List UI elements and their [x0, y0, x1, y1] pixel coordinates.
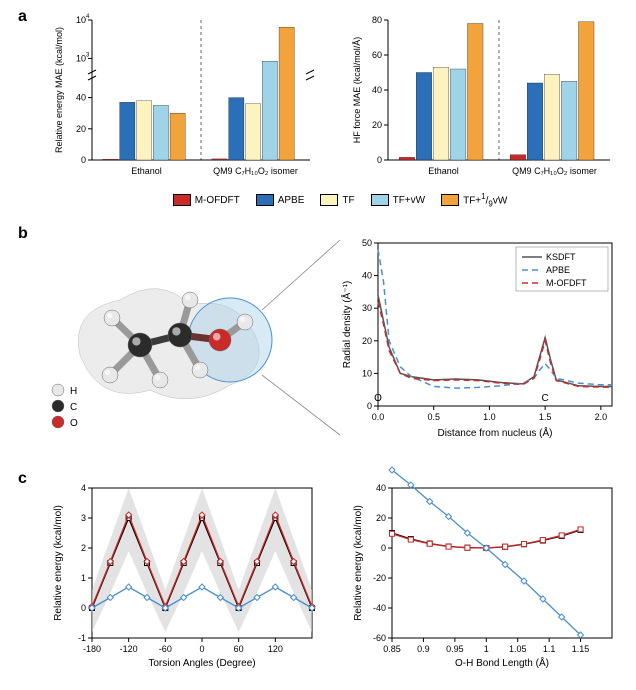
svg-text:M-OFDFT: M-OFDFT — [546, 278, 587, 288]
svg-text:1: 1 — [484, 644, 489, 654]
panel-c-left-chart: -180 -120 -60 0 60 120 -1 0 1 2 3 4 Torsion Angles (… — [50, 480, 320, 670]
svg-text:Torsion Angles (Degree): Torsion Angles (Degree) — [148, 658, 255, 669]
svg-text:4: 4 — [86, 14, 90, 20]
panel-a-left-chart: 02040103104Relative energy MAE (kcal/mol… — [50, 15, 315, 180]
svg-text:-60: -60 — [159, 644, 172, 654]
svg-text:60: 60 — [372, 50, 382, 60]
svg-text:3: 3 — [86, 52, 90, 58]
legend-item: TF+vW — [371, 194, 426, 206]
svg-text:Distance from nucleus (Å): Distance from nucleus (Å) — [437, 426, 552, 439]
svg-text:10: 10 — [362, 368, 372, 378]
svg-text:1: 1 — [81, 573, 86, 583]
svg-text:0: 0 — [81, 603, 86, 613]
svg-text:80: 80 — [372, 15, 382, 25]
svg-text:40: 40 — [372, 85, 382, 95]
svg-text:30: 30 — [362, 303, 372, 313]
svg-text:0.5: 0.5 — [427, 412, 440, 422]
svg-text:40: 40 — [376, 483, 386, 493]
svg-text:50: 50 — [362, 238, 372, 248]
legend-item: TF — [320, 194, 354, 206]
svg-text:40: 40 — [76, 93, 86, 103]
svg-text:0.0: 0.0 — [372, 412, 385, 422]
panel-c-right-chart: 0.85 0.9 0.95 1 1.05 1.1 1.15 -60 -40 -20 0 20 40 O-H… — [350, 480, 620, 670]
svg-text:Radial density (Å⁻¹): Radial density (Å⁻¹) — [340, 281, 353, 369]
panel-a-label: a — [18, 8, 27, 26]
svg-text:60: 60 — [234, 644, 244, 654]
svg-text:QM9 C₇H₁₀O₂ isomer: QM9 C₇H₁₀O₂ isomer — [213, 166, 298, 176]
svg-text:-40: -40 — [373, 603, 386, 613]
svg-text:120: 120 — [268, 644, 283, 654]
svg-text:0: 0 — [381, 543, 386, 553]
panel-c-label: c — [18, 470, 27, 488]
svg-text:4: 4 — [81, 483, 86, 493]
svg-text:-60: -60 — [373, 633, 386, 643]
svg-text:-120: -120 — [120, 644, 138, 654]
svg-text:QM9 C₇H₁₀O₂ isomer: QM9 C₇H₁₀O₂ isomer — [512, 166, 597, 176]
svg-text:2: 2 — [81, 543, 86, 553]
svg-text:Relative energy (kcal/mol): Relative energy (kcal/mol) — [53, 505, 64, 621]
svg-text:20: 20 — [376, 513, 386, 523]
panel-b-chart: 0.0 0.5 1.0 1.5 2.0 0 10 20 30 40 50 Distance from … — [340, 235, 620, 440]
svg-text:0: 0 — [367, 401, 372, 411]
svg-text:-20: -20 — [373, 573, 386, 583]
svg-text:-180: -180 — [83, 644, 101, 654]
svg-text:O: O — [70, 418, 78, 429]
svg-text:10: 10 — [76, 15, 86, 25]
svg-text:1.5: 1.5 — [539, 412, 552, 422]
legend-item: TF+1/9vW — [441, 192, 507, 208]
svg-text:HF force MAE (kcal/mol/Å): HF force MAE (kcal/mol/Å) — [352, 37, 362, 144]
svg-text:3: 3 — [81, 513, 86, 523]
svg-text:APBE: APBE — [546, 265, 570, 275]
svg-text:C: C — [70, 402, 77, 413]
svg-text:0: 0 — [199, 644, 204, 654]
panel-b-label: b — [18, 225, 28, 243]
svg-text:O-H Bond Length (Å): O-H Bond Length (Å) — [455, 656, 549, 669]
panel-b-molecule: HCO — [40, 240, 300, 440]
svg-text:10: 10 — [76, 53, 86, 63]
svg-text:H: H — [70, 386, 77, 397]
legend-item: APBE — [256, 194, 305, 206]
svg-text:C: C — [542, 393, 549, 404]
svg-text:Ethanol: Ethanol — [428, 166, 459, 176]
svg-text:1.0: 1.0 — [483, 412, 496, 422]
svg-text:Relative energy (kcal/mol): Relative energy (kcal/mol) — [353, 505, 364, 621]
svg-text:1.05: 1.05 — [509, 644, 527, 654]
panel-a-right-chart: 0 20 40 60 80 HF force MAE (kcal/mol/Å) Ethano… — [350, 15, 615, 180]
svg-text:-1: -1 — [78, 633, 86, 643]
svg-text:20: 20 — [372, 120, 382, 130]
svg-text:0.95: 0.95 — [446, 644, 464, 654]
svg-text:0: 0 — [377, 155, 382, 165]
svg-text:20: 20 — [76, 124, 86, 134]
svg-text:40: 40 — [362, 271, 372, 281]
svg-text:2.0: 2.0 — [595, 412, 608, 422]
legend-item: M-OFDFT — [173, 194, 240, 206]
svg-text:1.1: 1.1 — [543, 644, 556, 654]
panel-a-legend: M-OFDFT APBE TF TF+vW TF+1/9vW — [60, 192, 620, 209]
svg-text:1.15: 1.15 — [572, 644, 590, 654]
svg-text:Relative energy MAE (kcal/mol): Relative energy MAE (kcal/mol) — [54, 27, 64, 153]
svg-text:0.9: 0.9 — [417, 644, 430, 654]
svg-text:O: O — [374, 393, 382, 404]
svg-text:0.85: 0.85 — [383, 644, 401, 654]
svg-text:20: 20 — [362, 336, 372, 346]
svg-text:KSDFT: KSDFT — [546, 252, 576, 262]
svg-text:Ethanol: Ethanol — [131, 166, 162, 176]
svg-text:0: 0 — [81, 155, 86, 165]
